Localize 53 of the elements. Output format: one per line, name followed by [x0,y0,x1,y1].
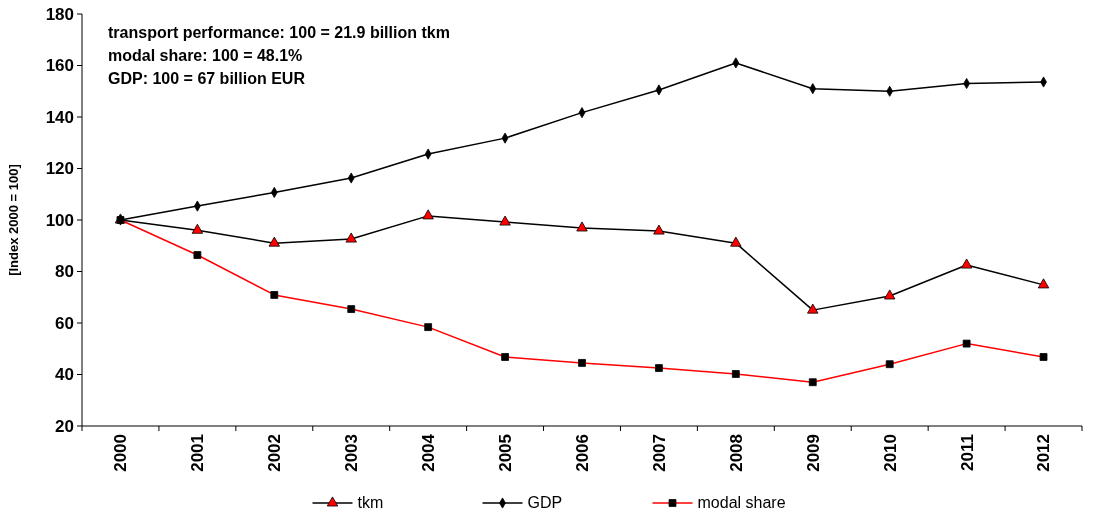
point [960,258,973,269]
point [191,223,204,234]
x-tick-label: 2001 [188,434,208,472]
point [1039,353,1048,361]
y-tick-label: 120 [45,159,74,179]
point [578,359,586,367]
x-tick-label: 2010 [880,434,900,472]
legend-label: tkm [357,494,384,511]
point [808,378,817,387]
y-tick-label: 140 [45,107,74,127]
x-tick-label: 2003 [342,434,362,472]
annotation: transport performance: 100 = 21.9 billion tkm [108,24,450,41]
point [807,303,819,314]
y-axis-title: [Index 2000 = 100] [6,164,21,276]
x-tick-label: 2009 [803,434,823,472]
point [884,289,896,300]
x-tick-label: 2005 [496,434,516,472]
point [499,215,511,226]
point [962,339,971,348]
x-tick-label: 2006 [572,434,592,472]
y-tick-label: 80 [55,262,74,282]
point [345,232,357,243]
point [422,209,434,220]
x-tick-label: 2000 [111,434,131,472]
x-tick-label: 2007 [649,434,669,472]
point [1037,278,1050,289]
x-tick-label: 2011 [957,434,977,471]
y-tick-label: 180 [45,4,74,24]
y-tick-label: 160 [45,56,74,76]
point [885,360,894,369]
point [270,291,279,299]
annotation: modal share: 100 = 48.1% [108,47,303,64]
annotation: GDP: 100 = 67 billion EUR [108,70,306,87]
point [731,370,740,378]
point [653,224,665,235]
point [655,364,663,372]
point [730,236,742,247]
legend-label: modal share [697,494,786,511]
x-tick-label: 2002 [265,434,285,472]
y-tick-label: 40 [55,365,74,385]
x-tick-label: 2008 [726,434,746,472]
y-tick-label: 100 [45,210,74,230]
y-tick-label: 20 [55,416,74,436]
point [501,353,509,361]
point [347,305,356,313]
point [424,323,433,331]
point [268,236,280,247]
legend-label: GDP [527,494,563,511]
x-tick-label: 2012 [1034,434,1054,472]
point [576,221,588,232]
y-tick-label: 60 [55,313,74,333]
point [193,251,202,259]
x-tick-label: 2004 [419,433,439,472]
